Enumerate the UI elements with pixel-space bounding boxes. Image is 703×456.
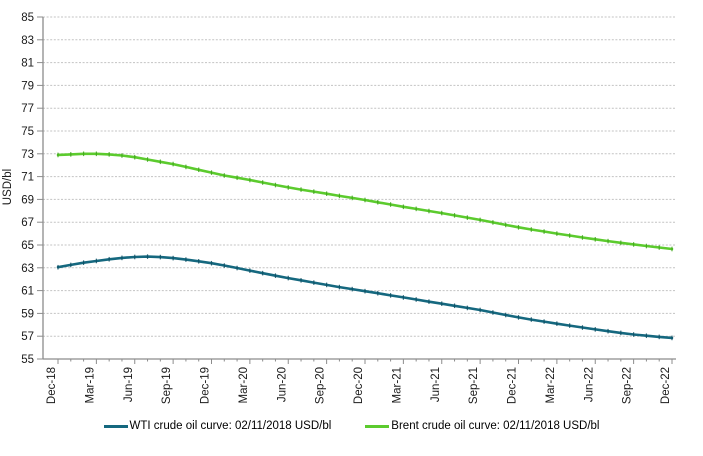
x-tick-label: Dec-20 bbox=[353, 367, 365, 404]
oil-forward-curve-chart: 85 83 81 79 77 75 73 71 69 67 65 63 61 59 57 55 Dec-18 Ma… bbox=[2, 12, 676, 404]
y-tick-label: 69 bbox=[21, 194, 34, 206]
y-tick-label: 79 bbox=[21, 80, 34, 92]
y-tick-label: 83 bbox=[21, 35, 34, 47]
x-tick-label: Mar-21 bbox=[391, 367, 403, 403]
x-tick-label: Dec-21 bbox=[507, 367, 519, 404]
x-tick-label: Jun-20 bbox=[276, 367, 288, 402]
wti-curve-line bbox=[56, 255, 674, 340]
x-tick-label: Mar-22 bbox=[545, 367, 557, 403]
legend-item-wti: WTI crude oil curve: 02/11/2018 USD/bl bbox=[103, 420, 332, 432]
wti-line-swatch bbox=[103, 424, 128, 428]
y-tick-label: 81 bbox=[21, 58, 34, 70]
legend-item-brent: Brent crude oil curve: 02/11/2018 USD/bl bbox=[365, 420, 599, 432]
y-tick-label: 73 bbox=[21, 149, 34, 161]
x-tick-label: Sep-19 bbox=[161, 367, 173, 404]
x-tick-label: Mar-19 bbox=[84, 367, 96, 403]
y-tick-label: 85 bbox=[21, 12, 34, 24]
y-tick-label: 55 bbox=[21, 354, 34, 366]
y-tick-label: 67 bbox=[21, 217, 34, 229]
y-tick-label: 59 bbox=[21, 308, 34, 320]
x-tick-label: Sep-22 bbox=[622, 367, 634, 404]
legend-label-wti: WTI crude oil curve: 02/11/2018 USD/bl bbox=[129, 420, 332, 432]
y-tick-label: 61 bbox=[21, 286, 34, 298]
x-tick-label: Jun-21 bbox=[430, 367, 442, 402]
x-tick-label: Dec-22 bbox=[660, 367, 672, 404]
y-tick-label: 75 bbox=[21, 126, 34, 138]
y-tick-label: 63 bbox=[21, 263, 34, 275]
x-tick-label: Sep-20 bbox=[315, 367, 327, 404]
x-tick-label: Sep-21 bbox=[468, 367, 480, 404]
x-tick-label: Jun-22 bbox=[583, 367, 595, 402]
x-tick-label: Jun-19 bbox=[123, 367, 135, 402]
legend-label-brent: Brent crude oil curve: 02/11/2018 USD/bl bbox=[391, 420, 600, 432]
y-tick-label: 57 bbox=[21, 331, 34, 343]
x-tick-label: Dec-18 bbox=[46, 367, 58, 404]
y-tick-label: 65 bbox=[21, 240, 34, 252]
brent-line-swatch bbox=[365, 424, 390, 428]
y-tick-label: 71 bbox=[21, 172, 34, 184]
y-tick-label: 77 bbox=[21, 103, 34, 115]
x-tick-label: Mar-20 bbox=[238, 367, 250, 403]
x-tick-label: Dec-19 bbox=[200, 367, 212, 404]
chart-legend: WTI crude oil curve: 02/11/2018 USD/bl B… bbox=[0, 420, 703, 432]
y-axis-title: USD/bl bbox=[2, 169, 14, 205]
